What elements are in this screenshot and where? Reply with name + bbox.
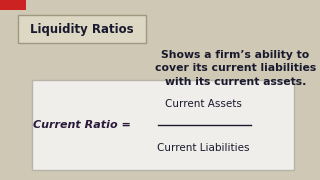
Text: Current Ratio =: Current Ratio =: [33, 120, 131, 130]
Text: Liquidity Ratios: Liquidity Ratios: [30, 23, 133, 36]
FancyBboxPatch shape: [18, 15, 146, 43]
Text: Shows a firm’s ability to
cover its current liabilities
with its current assets.: Shows a firm’s ability to cover its curr…: [155, 50, 316, 87]
FancyBboxPatch shape: [32, 80, 294, 170]
Bar: [0, 0, 26, 10]
Text: Current Liabilities: Current Liabilities: [157, 143, 250, 153]
Text: Current Assets: Current Assets: [165, 99, 242, 109]
